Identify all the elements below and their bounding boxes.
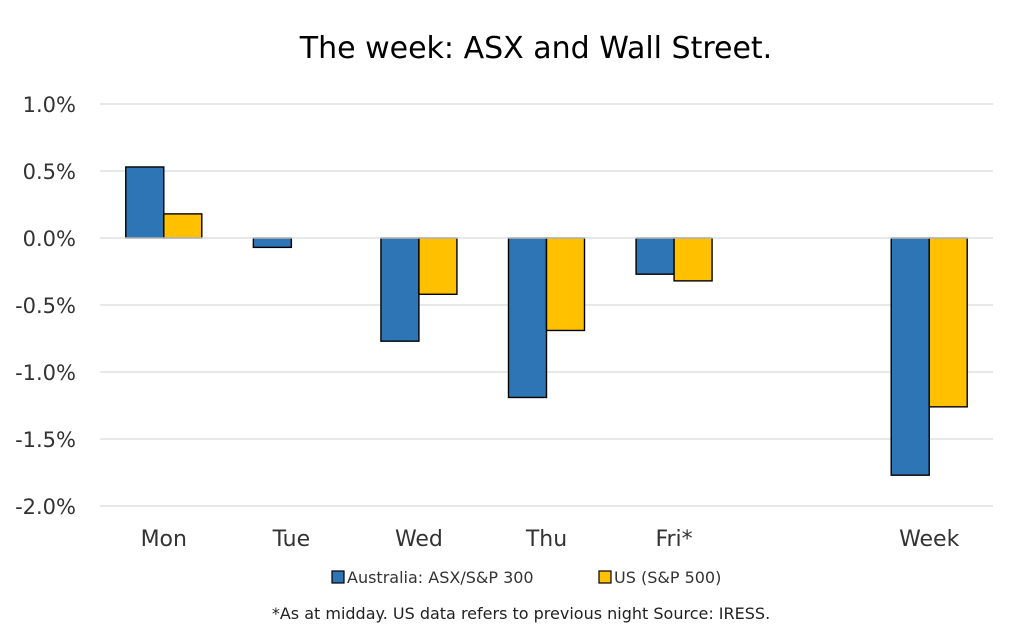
x-category-label: Fri* — [655, 527, 692, 552]
x-category-label: Thu — [525, 527, 567, 552]
bar-us-mon — [163, 213, 203, 239]
y-tick-label: -2.0% — [15, 495, 76, 519]
bar-australia-week — [890, 237, 930, 476]
y-tick-label: 0.5% — [23, 160, 76, 184]
bar-us-wed — [418, 237, 458, 295]
bar-us-thu — [545, 237, 586, 332]
x-category-label: Week — [899, 527, 960, 552]
chart-title: The week: ASX and Wall Street. — [299, 31, 772, 66]
legend-swatch-us — [598, 570, 612, 584]
x-axis-category-labels: Mon Tue Wed Thu Fri* Week — [141, 527, 960, 552]
bar-us-week — [928, 237, 968, 408]
x-category-label: Wed — [395, 527, 443, 552]
x-category-label: Mon — [141, 527, 187, 552]
legend-label-us: US (S&P 500) — [614, 568, 721, 587]
bar-australia-mon — [125, 166, 165, 239]
y-tick-label: -1.5% — [15, 428, 76, 452]
bar-australia-wed — [380, 237, 420, 342]
bars — [125, 166, 968, 476]
y-tick-label: -0.5% — [15, 294, 76, 318]
bar-us-fri — [673, 237, 713, 282]
footnote: *As at midday. US data refers to previou… — [272, 604, 770, 623]
bar-australia-thu — [507, 237, 548, 399]
legend: Australia: ASX/S&P 300 US (S&P 500) — [331, 568, 721, 587]
y-tick-label: 1.0% — [23, 93, 76, 117]
x-category-label: Tue — [272, 527, 311, 552]
legend-label-australia: Australia: ASX/S&P 300 — [347, 568, 534, 587]
legend-swatch-australia — [331, 570, 345, 584]
y-axis-tick-labels: 1.0% 0.5% 0.0% -0.5% -1.0% -1.5% -2.0% — [15, 93, 76, 519]
y-tick-label: 0.0% — [23, 227, 76, 251]
bar-australia-tue — [252, 237, 293, 249]
y-tick-label: -1.0% — [15, 361, 76, 385]
bar-australia-fri — [635, 237, 675, 275]
